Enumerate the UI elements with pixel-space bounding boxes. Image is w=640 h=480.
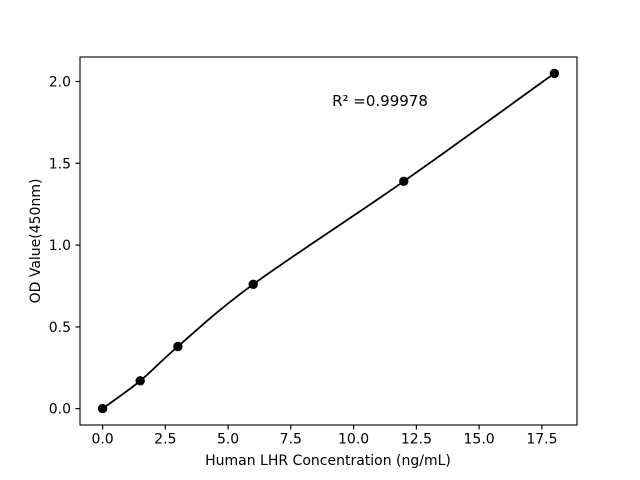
data-point-marker bbox=[549, 68, 560, 79]
x-tick-label: 12.5 bbox=[401, 432, 432, 448]
x-axis-label: Human LHR Concentration (ng/mL) bbox=[205, 453, 451, 469]
y-tick-label: 1.5 bbox=[49, 156, 71, 172]
data-point-marker bbox=[399, 176, 409, 186]
x-tick-label: 10.0 bbox=[338, 432, 369, 448]
fit-curve bbox=[102, 72, 555, 410]
x-tick-label: 2.5 bbox=[154, 432, 176, 448]
chart-generated-layer: 0.0 2.5 5.0 7.5 10.0 12.5 15.0 17.5 0.0 0.5 1.0 1.5… bbox=[49, 56, 578, 448]
y-tick-label: 0.5 bbox=[49, 320, 71, 336]
x-tick-label: 0.0 bbox=[91, 432, 113, 448]
y-tick-label: 2.0 bbox=[49, 75, 71, 91]
data-point-marker bbox=[97, 403, 108, 414]
data-point-marker bbox=[173, 341, 183, 352]
x-tick-label: 17.5 bbox=[526, 432, 557, 448]
x-tick-label: 15.0 bbox=[464, 432, 495, 448]
data-point-marker bbox=[135, 376, 145, 386]
data-point-marker bbox=[248, 279, 258, 289]
x-tick-label: 5.0 bbox=[217, 432, 239, 448]
y-tick-label: 0.0 bbox=[49, 402, 71, 418]
r-squared-annotation: R² =0.99978 bbox=[332, 92, 428, 110]
y-axis-label: OD Value(450nm) bbox=[28, 179, 44, 304]
plot-frame bbox=[79, 56, 578, 426]
x-tick-label: 7.5 bbox=[280, 432, 302, 448]
y-tick-label: 1.0 bbox=[49, 238, 71, 254]
